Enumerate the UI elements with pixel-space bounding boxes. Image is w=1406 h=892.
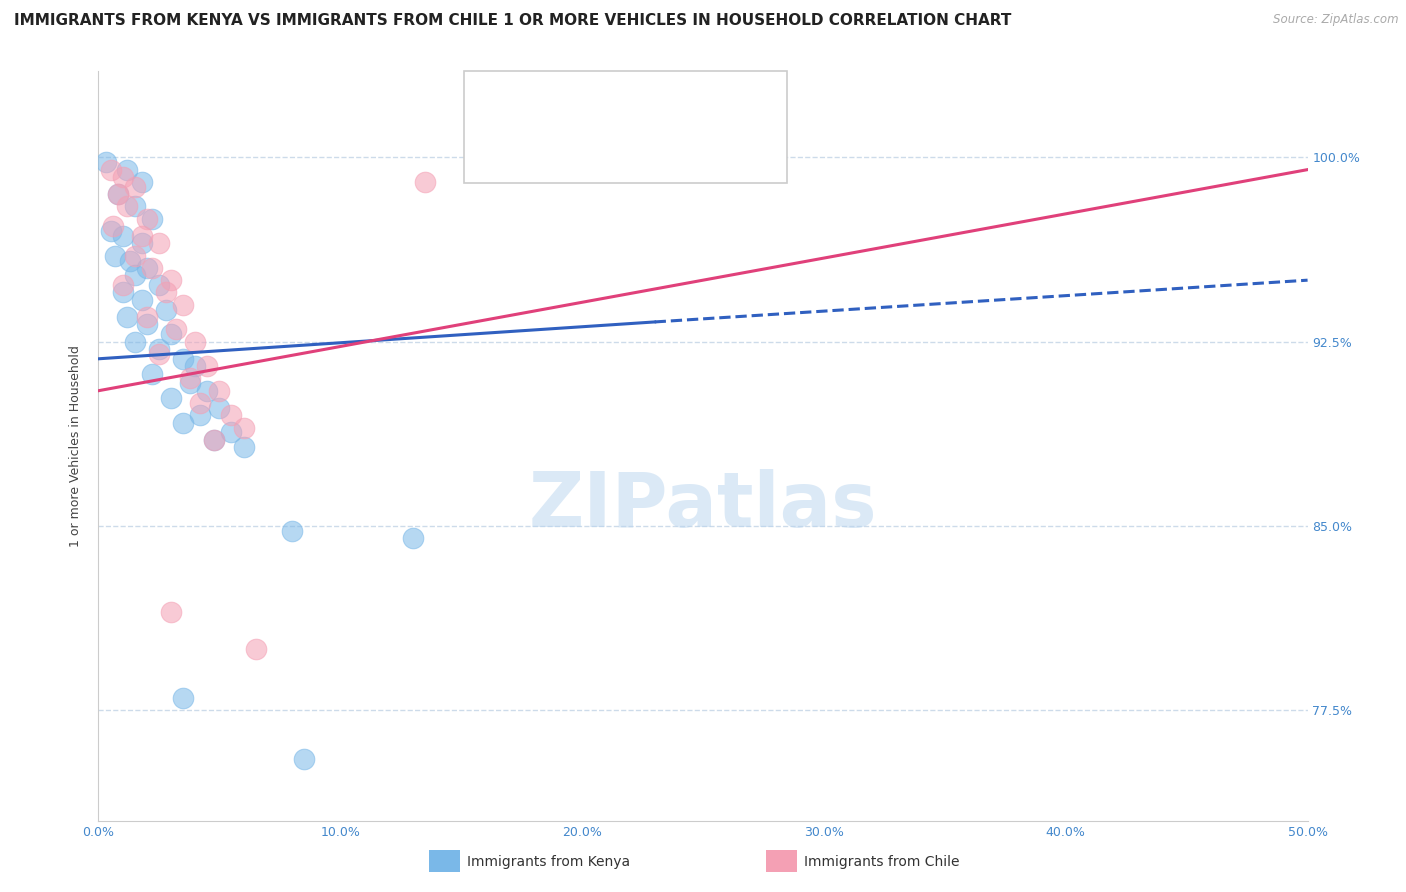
Point <box>281 524 304 538</box>
Point <box>100 162 122 177</box>
Point <box>148 278 170 293</box>
Point <box>111 229 134 244</box>
Point <box>141 260 163 275</box>
Text: N =: N = <box>616 134 664 152</box>
Point <box>232 440 254 454</box>
Text: R =: R = <box>524 92 561 110</box>
Text: 0.431: 0.431 <box>564 134 612 152</box>
Point <box>135 260 157 275</box>
Point <box>221 409 243 423</box>
Text: IMMIGRANTS FROM KENYA VS IMMIGRANTS FROM CHILE 1 OR MORE VEHICLES IN HOUSEHOLD C: IMMIGRANTS FROM KENYA VS IMMIGRANTS FROM… <box>14 13 1011 29</box>
Point <box>195 359 218 373</box>
Text: 0.133: 0.133 <box>564 92 612 110</box>
Point <box>124 268 146 283</box>
Point <box>208 384 231 398</box>
Point <box>172 351 194 366</box>
Point <box>135 211 157 226</box>
Text: Source: ZipAtlas.com: Source: ZipAtlas.com <box>1274 13 1399 27</box>
Point <box>117 199 139 213</box>
Point <box>179 376 201 391</box>
Point <box>131 229 153 244</box>
Point <box>292 752 315 766</box>
Point <box>160 391 183 405</box>
Point <box>94 155 117 169</box>
Point <box>413 175 436 189</box>
Point <box>179 371 201 385</box>
Point <box>111 169 134 184</box>
Text: Immigrants from Kenya: Immigrants from Kenya <box>467 855 630 869</box>
Point <box>107 187 129 202</box>
Point <box>141 211 163 226</box>
Point <box>402 531 425 545</box>
Text: ZIPatlas: ZIPatlas <box>529 469 877 543</box>
Y-axis label: 1 or more Vehicles in Household: 1 or more Vehicles in Household <box>69 345 83 547</box>
Point <box>148 342 170 356</box>
Point <box>104 249 127 263</box>
Point <box>188 396 211 410</box>
Point <box>124 179 146 194</box>
Point <box>232 420 254 434</box>
Point <box>124 249 146 263</box>
Point <box>221 425 243 440</box>
Text: 29: 29 <box>662 134 683 152</box>
Point <box>172 690 194 705</box>
Text: R =: R = <box>524 134 561 152</box>
Point <box>172 416 194 430</box>
Point <box>124 199 146 213</box>
Point <box>155 285 177 300</box>
Text: Immigrants from Chile: Immigrants from Chile <box>804 855 960 869</box>
Point <box>208 401 231 415</box>
Text: N =: N = <box>616 92 664 110</box>
Point <box>155 302 177 317</box>
Point <box>160 327 183 342</box>
Point <box>131 293 153 307</box>
Point <box>117 310 139 324</box>
Point <box>160 605 183 619</box>
Point <box>107 187 129 202</box>
Point <box>111 285 134 300</box>
Point <box>165 322 187 336</box>
Point <box>101 219 124 234</box>
Point <box>195 384 218 398</box>
Point <box>135 318 157 332</box>
Point <box>245 641 267 656</box>
Point <box>131 175 153 189</box>
Point <box>204 433 226 447</box>
Point <box>124 334 146 349</box>
Point <box>184 359 207 373</box>
Point <box>204 433 226 447</box>
Point <box>188 409 211 423</box>
Point <box>117 162 139 177</box>
Point <box>131 236 153 251</box>
Point <box>118 253 141 268</box>
Point <box>148 347 170 361</box>
Point <box>135 310 157 324</box>
Point <box>184 334 207 349</box>
Point <box>141 367 163 381</box>
Point <box>148 236 170 251</box>
Point <box>160 273 183 287</box>
Point <box>100 224 122 238</box>
Point <box>111 278 134 293</box>
Point <box>172 298 194 312</box>
Text: 38: 38 <box>662 92 683 110</box>
